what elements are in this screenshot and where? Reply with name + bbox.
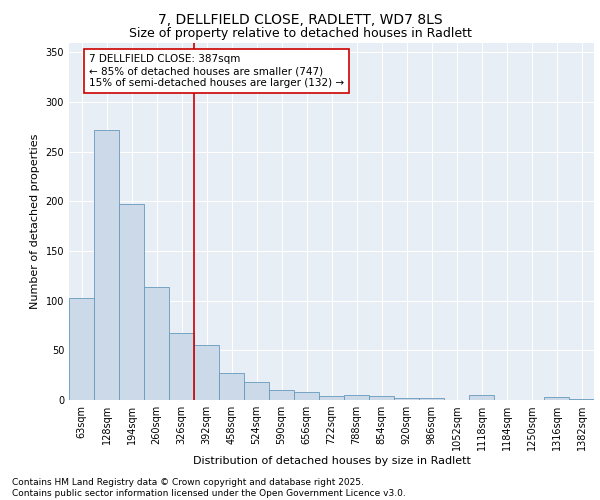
Text: 7 DELLFIELD CLOSE: 387sqm
← 85% of detached houses are smaller (747)
15% of semi: 7 DELLFIELD CLOSE: 387sqm ← 85% of detac… [89,54,344,88]
Text: Size of property relative to detached houses in Radlett: Size of property relative to detached ho… [128,28,472,40]
Text: Contains HM Land Registry data © Crown copyright and database right 2025.
Contai: Contains HM Land Registry data © Crown c… [12,478,406,498]
Bar [194,346,219,400]
Bar [244,382,269,400]
Y-axis label: Number of detached properties: Number of detached properties [30,134,40,309]
Bar [119,204,144,400]
Bar [469,395,494,400]
Bar [419,398,444,400]
Bar [219,373,244,400]
Bar [344,395,369,400]
X-axis label: Distribution of detached houses by size in Radlett: Distribution of detached houses by size … [193,456,470,466]
Bar [319,396,344,400]
Bar [569,399,594,400]
Bar [69,298,94,400]
Text: 7, DELLFIELD CLOSE, RADLETT, WD7 8LS: 7, DELLFIELD CLOSE, RADLETT, WD7 8LS [158,12,442,26]
Bar [169,334,194,400]
Bar [269,390,294,400]
Bar [94,130,119,400]
Bar [294,392,319,400]
Bar [394,398,419,400]
Bar [144,287,169,400]
Bar [544,397,569,400]
Bar [369,396,394,400]
